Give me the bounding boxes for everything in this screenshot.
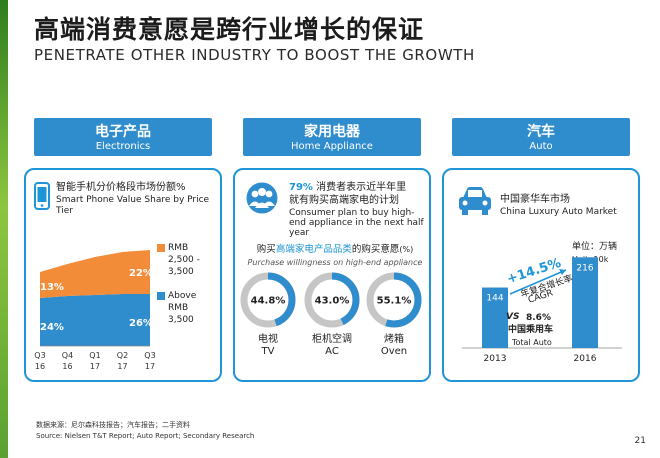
home-question-post: 的购买意愿 [351,244,400,255]
page-title: 高端消费意愿是跨行业增长的保证 [34,15,425,44]
side-accent-bar [0,0,8,458]
car-icon [459,187,491,215]
home-line1: 消费者表示近半年里 [316,182,407,193]
source-zh: 数据来源：尼尔森科技报告；汽车报告；二手资料 [36,421,190,429]
home-question-highlight: 高端家电产品品类 [275,244,352,255]
home-question: 购买高端家电产品品类的购买意愿(%) [241,244,429,255]
home-pct: 79% [289,182,313,193]
smartphone-area-chart: Q3 16 Q4 16 Q1 17 Q2 17 Q3 17 [34,250,156,371]
auto-unit-zh: 单位：万辆 [572,242,618,252]
electronics-header: 电子产品 Electronics [34,118,212,156]
home-en-note: Consumer plan to buy high-end appliance … [289,208,424,238]
home-question-unit: (%) [399,245,414,254]
donut-value-label: 55.1% [377,296,412,307]
area-series-2500-3500 [40,250,150,298]
auto-panel: 中国豪华车市场 China Luxury Auto Market 单位：万辆 U… [442,168,640,382]
area-tick-label: Q4 16 [62,351,73,371]
area-series-above-3500 [40,294,150,346]
home-header: 家用电器 Home Appliance [243,118,421,156]
donut-label-tv-zh: 电视 [258,334,278,345]
bar-value-label: 144 [486,294,503,304]
area-tick-label: Q3 16 [34,351,45,371]
consumers-icon [246,182,278,214]
bar-category-label: 2016 [574,354,597,364]
lower-series-end-label: 26% [129,318,153,329]
legend-label-mid-tier: RMB 2,500 - 3,500 [168,243,200,277]
bar-value-label: 216 [576,263,593,273]
donut-label-oven-en: Oven [380,346,408,357]
bar-2016 [572,257,598,348]
cagr-arrow-head [559,269,566,275]
donut-slice-tv [240,272,296,328]
electronics-chart-title-en: Smart Phone Value Share by Price Tier [56,195,210,216]
total-auto-value: 8.6% [526,313,551,323]
legend-swatch-orange [157,244,165,252]
appliance-donut-charts: 44.8% 43.0% 55.1% [240,272,422,328]
donut-value-label: 44.8% [251,296,286,307]
page-subtitle: PENETRATE OTHER INDUSTRY TO BOOST THE GR… [34,46,475,64]
vs-label: VS [506,312,520,322]
page-number: 21 [634,436,646,446]
legend-swatch-blue [157,292,165,300]
donut-label-ac-zh: 柜机空调 [312,334,352,345]
electronics-header-en: Electronics [95,141,151,152]
luxury-auto-bar-chart: 144 2013 216 2016 [462,257,622,364]
donut-label-oven-zh: 烤箱 [384,334,404,345]
smartphone-icon [34,182,50,210]
bar-category-label: 2013 [484,354,507,364]
auto-header-zh: 汽车 [527,124,555,140]
total-auto-en: Total Auto [512,338,552,347]
auto-header-en: Auto [529,141,553,152]
electronics-header-zh: 电子产品 [95,124,151,140]
donut-label-tv-en: TV [261,346,275,357]
area-tick-label: Q2 17 [117,351,128,371]
donut-value-label: 43.0% [315,296,350,307]
donut-slice-ac [304,272,360,328]
electronics-chart-title-zh: 智能手机分价格段市场份额% [56,182,186,193]
cagr-arrow-line [509,269,567,295]
total-auto-zh: 中国乘用车 [508,325,554,335]
bar-2013 [482,287,508,348]
area-tick-label: Q3 17 [144,351,155,371]
upper-series-start-label: 13% [40,282,64,293]
legend-label-high-tier: Above RMB 3,500 [168,291,197,325]
upper-series-end-label: 22% [129,268,153,279]
home-question-pre: 购买 [256,244,276,255]
home-header-zh: 家用电器 [304,124,360,140]
electronics-panel: 智能手机分价格段市场份额% Smart Phone Value Share by… [24,168,222,382]
home-question-en: Purchase willingness on high-end applian… [247,258,423,267]
donut-label-ac-en: AC [325,346,339,357]
auto-header: 汽车 Auto [452,118,630,156]
auto-market-en: China Luxury Auto Market [500,207,617,217]
home-panel: 79% 消费者表示近半年里 就有购买高端家电的计划 Consumer plan … [233,168,431,382]
source-en: Source: Nielsen T&T Report; Auto Report;… [36,432,255,440]
auto-market-zh: 中国豪华车市场 [500,194,570,205]
home-line2: 就有购买高端家电的计划 [289,195,399,206]
lower-series-start-label: 24% [40,322,64,333]
area-tick-label: Q1 17 [89,351,100,371]
donut-slice-oven [366,272,422,328]
home-header-en: Home Appliance [291,141,373,152]
